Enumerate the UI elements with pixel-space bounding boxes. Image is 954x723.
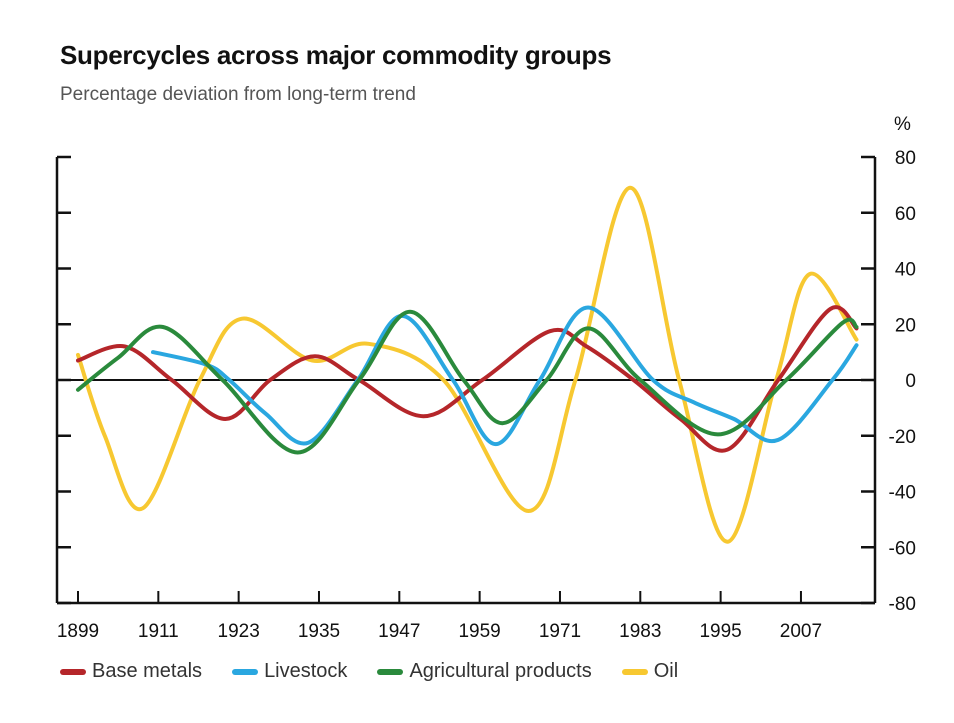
- legend-item-agricultural-products[interactable]: Agricultural products: [377, 660, 592, 683]
- legend-item-livestock[interactable]: Livestock: [232, 660, 347, 683]
- y-tick-label: 0: [905, 371, 916, 392]
- chart-title: Supercycles across major commodity group…: [60, 40, 612, 70]
- series-layer: [76, 185, 859, 544]
- legend-label-base-metals: Base metals: [92, 660, 203, 682]
- y-tick-label: 80: [895, 148, 916, 169]
- series-line-agricultural-products: [76, 309, 859, 455]
- x-tick-label: 1959: [458, 621, 500, 642]
- legend-item-oil[interactable]: Oil: [621, 660, 679, 683]
- x-tick-label: 1899: [57, 621, 99, 642]
- legend: Base metals Livestock Agricultural produ…: [60, 660, 708, 683]
- y-tick-label: -20: [889, 427, 916, 448]
- x-tick-label: 1947: [378, 621, 420, 642]
- series-line-oil: [76, 185, 859, 544]
- y-tick-label: 20: [895, 315, 916, 336]
- series-line-base-metals: [76, 305, 859, 453]
- y-tick-label: 60: [895, 204, 916, 225]
- x-tick-label: 1923: [218, 621, 260, 642]
- legend-swatch-livestock: [232, 668, 259, 675]
- x-tick-label: 1983: [619, 621, 661, 642]
- legend-swatch-oil: [621, 668, 648, 675]
- legend-item-base-metals[interactable]: Base metals: [60, 660, 202, 683]
- legend-swatch-base-metals: [60, 668, 86, 675]
- y-tick-label: -60: [889, 538, 916, 559]
- chart-subtitle: Percentage deviation from long-term tren…: [60, 84, 416, 105]
- legend-swatch-agricultural-products: [377, 668, 404, 675]
- legend-label-agricultural-products: Agricultural products: [409, 660, 592, 682]
- y-tick-label: -80: [889, 594, 916, 615]
- tick-labels: 80 60 40 20 0 -20 -40 -60 -80 1899 1911 1923 1935 194…: [57, 148, 916, 642]
- x-tick-label: 1995: [699, 621, 741, 642]
- legend-label-oil: Oil: [653, 660, 679, 682]
- x-tick-label: 1971: [539, 621, 581, 642]
- legend-label-livestock: Livestock: [264, 660, 348, 682]
- x-tick-label: 1935: [298, 621, 340, 642]
- y-tick-label: 40: [895, 260, 916, 281]
- y-axis-unit-label: %: [894, 114, 911, 135]
- x-tick-label: 1911: [138, 621, 179, 642]
- y-tick-label: -40: [889, 483, 916, 504]
- x-tick-label: 2007: [780, 621, 822, 642]
